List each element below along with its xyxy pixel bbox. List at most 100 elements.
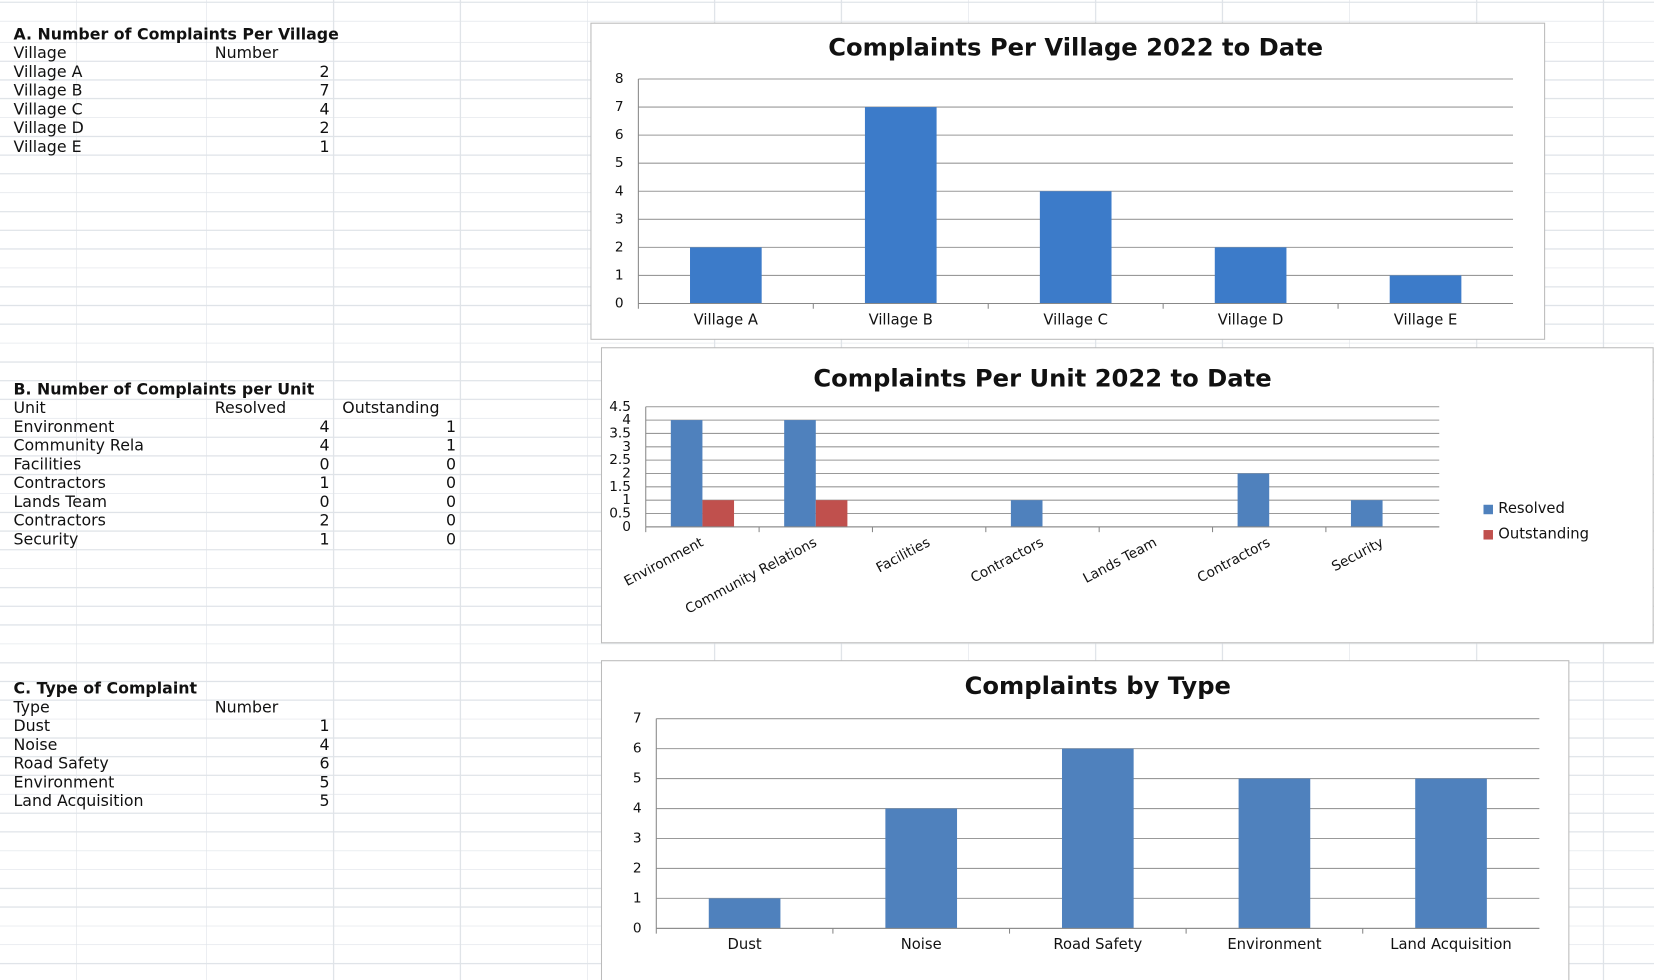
y-tick-label: 2 bbox=[615, 239, 624, 255]
y-tick-label: 6 bbox=[615, 127, 624, 143]
table-cell: Road Safety bbox=[13, 754, 108, 773]
table-cell: Land Acquisition bbox=[13, 791, 143, 810]
legend-label: Resolved bbox=[1498, 500, 1565, 517]
table-title: B. Number of Complaints per Unit bbox=[13, 379, 314, 398]
x-tick-label: Land Acquisition bbox=[1390, 936, 1511, 953]
table-cell: 7 bbox=[320, 81, 330, 100]
table-cell: 1 bbox=[320, 137, 330, 156]
table-title: C. Type of Complaint bbox=[13, 679, 197, 698]
table-cell: Lands Team bbox=[13, 492, 107, 511]
table-cell: Village D bbox=[13, 118, 83, 137]
y-tick-label: 1 bbox=[622, 492, 631, 508]
table-cell: Contractors bbox=[13, 511, 105, 530]
table-cell: Contractors bbox=[13, 473, 105, 492]
y-tick-label: 3 bbox=[615, 211, 624, 227]
table-cell: 1 bbox=[320, 716, 330, 735]
table-header: Type bbox=[12, 697, 49, 716]
bar bbox=[1010, 500, 1043, 527]
bar bbox=[1415, 778, 1487, 929]
table-cell: 0 bbox=[320, 492, 330, 511]
x-tick-label: Village A bbox=[694, 311, 758, 328]
table-cell: Village C bbox=[13, 99, 82, 118]
x-tick-label: Village B bbox=[869, 311, 933, 328]
table-cell: 1 bbox=[320, 473, 330, 492]
y-tick-label: 5 bbox=[633, 771, 642, 787]
y-tick-label: 3 bbox=[622, 439, 631, 455]
y-tick-label: 4 bbox=[622, 412, 631, 428]
y-tick-label: 1 bbox=[615, 267, 624, 283]
y-tick-label: 5 bbox=[615, 155, 624, 171]
table-cell: 4 bbox=[320, 436, 330, 455]
y-tick-label: 0 bbox=[633, 920, 642, 936]
y-tick-label: 8 bbox=[615, 71, 624, 87]
table-cell: Facilities bbox=[13, 454, 81, 473]
table-title: A. Number of Complaints Per Village bbox=[13, 24, 338, 43]
table-header: Number bbox=[215, 43, 279, 62]
legend-label: Outstanding bbox=[1498, 525, 1589, 542]
table-cell: 0 bbox=[320, 454, 330, 473]
table-cell: Village A bbox=[13, 62, 82, 81]
bar bbox=[1039, 191, 1112, 304]
table-cell: Environment bbox=[13, 772, 114, 791]
y-tick-label: 4.5 bbox=[609, 399, 631, 415]
table-cell: 0 bbox=[446, 473, 456, 492]
y-tick-label: 2 bbox=[633, 860, 642, 876]
y-tick-label: 2.5 bbox=[609, 452, 631, 468]
x-tick-label: Village E bbox=[1394, 311, 1458, 328]
table-cell: Village E bbox=[13, 137, 81, 156]
chart-title: Complaints by Type bbox=[965, 672, 1231, 700]
y-tick-label: 4 bbox=[615, 183, 624, 199]
table-cell: 5 bbox=[320, 791, 330, 810]
table-header: Number bbox=[215, 697, 279, 716]
bar bbox=[1237, 473, 1270, 527]
chart-title: Complaints Per Village 2022 to Date bbox=[828, 33, 1323, 61]
table-cell: Dust bbox=[13, 716, 50, 735]
bar bbox=[885, 808, 958, 929]
table-header: Village bbox=[13, 43, 66, 62]
x-tick-label: Village D bbox=[1218, 311, 1284, 328]
bar bbox=[1214, 247, 1287, 304]
table-cell: Environment bbox=[13, 417, 114, 436]
table-cell: 0 bbox=[446, 492, 456, 511]
y-tick-label: 2 bbox=[622, 465, 631, 481]
table-cell: 1 bbox=[320, 529, 330, 548]
table-cell: 6 bbox=[320, 754, 330, 773]
y-tick-label: 1 bbox=[633, 890, 642, 906]
y-tick-label: 3 bbox=[633, 830, 642, 846]
y-tick-label: 0 bbox=[615, 295, 624, 311]
table-cell: Security bbox=[13, 529, 78, 548]
bar bbox=[1061, 748, 1134, 929]
table-header: Resolved bbox=[215, 398, 286, 417]
bar bbox=[1238, 778, 1311, 929]
table-cell: 2 bbox=[320, 118, 330, 137]
table-cell: 5 bbox=[320, 772, 330, 791]
bar bbox=[690, 247, 762, 304]
bar bbox=[1389, 275, 1462, 304]
x-tick-label: Dust bbox=[728, 936, 762, 953]
bar bbox=[702, 500, 735, 527]
table-cell: 4 bbox=[320, 99, 330, 118]
y-tick-label: 4 bbox=[633, 801, 642, 817]
bar bbox=[784, 420, 816, 527]
bar bbox=[670, 420, 703, 527]
legend-swatch bbox=[1483, 504, 1493, 515]
table-cell: 2 bbox=[320, 511, 330, 530]
table-header: Unit bbox=[13, 398, 45, 417]
table-cell: 0 bbox=[446, 529, 456, 548]
table-header: Outstanding bbox=[342, 398, 439, 417]
table-cell: Noise bbox=[13, 735, 57, 754]
table-cell: Village B bbox=[13, 81, 82, 100]
bar bbox=[1350, 500, 1383, 527]
chart-frame bbox=[600, 347, 1654, 644]
y-tick-label: 6 bbox=[633, 741, 642, 757]
bar bbox=[708, 898, 781, 929]
y-tick-label: 0.5 bbox=[609, 506, 631, 522]
y-tick-label: 7 bbox=[615, 99, 624, 115]
bar bbox=[815, 500, 848, 527]
table-cell: 0 bbox=[446, 454, 456, 473]
x-tick-label: Village C bbox=[1043, 311, 1108, 328]
table-cell: 0 bbox=[446, 511, 456, 530]
table-cell: 1 bbox=[446, 436, 456, 455]
y-tick-label: 1.5 bbox=[609, 479, 631, 495]
